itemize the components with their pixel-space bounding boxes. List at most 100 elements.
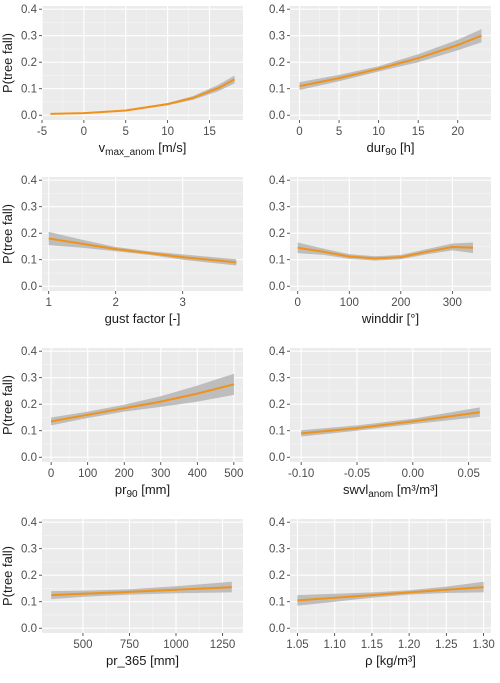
plot-panel-background	[42, 6, 243, 120]
chart-panel-8: 0.0 0.1 0.2 0.3 0.4 1.05 1.10 1.15 1.20 1.25 1.30 ρ…	[269, 517, 495, 668]
y-tick-label: 0.3	[269, 201, 285, 213]
y-tick-label: 0.3	[21, 372, 37, 384]
y-axis-title: P(tree fall)	[0, 546, 15, 606]
fitted-line	[51, 586, 232, 597]
x-axis-title: vmax_anom [m/s]	[99, 140, 187, 158]
y-tick-label: 0.2	[269, 57, 285, 69]
y-tick-label: 0.0	[21, 452, 37, 464]
x-axis-title: winddir [°]	[361, 311, 419, 326]
x-tick-label: 0	[296, 126, 302, 138]
y-tick-label: 0.1	[269, 426, 285, 438]
y-tick-label: 0.1	[269, 255, 285, 267]
x-tick-label: 5	[336, 126, 342, 138]
confidence-ribbon	[50, 75, 235, 115]
x-tick-label: 15	[203, 126, 216, 138]
y-tick-label: 0.0	[21, 110, 37, 122]
y-tick-label: 0.2	[269, 570, 285, 582]
x-tick-label: 100	[78, 468, 97, 480]
x-axis-title: swvlanom [m³/m³]	[343, 482, 438, 500]
x-tick-label: 1.15	[361, 639, 383, 651]
x-tick-label: 2	[112, 297, 118, 309]
x-tick-label: 200	[391, 297, 410, 309]
y-tick-label: 0.0	[269, 623, 285, 635]
y-tick-label: 0.2	[21, 570, 37, 582]
x-tick-label: 10	[372, 126, 385, 138]
y-tick-label: 0.4	[21, 517, 38, 529]
fitted-line	[297, 586, 484, 602]
chart-panel-1: 0.0 0.1 0.2 0.3 0.4 -5 0 5 10 15 vmax_anom [m/s] P(…	[0, 4, 243, 158]
plot-panel-background	[42, 177, 243, 291]
y-tick-label: 0.4	[21, 175, 38, 187]
confidence-ribbon	[299, 29, 482, 91]
x-tick-label: 300	[443, 297, 462, 309]
chart-panel-7: 0.0 0.1 0.2 0.3 0.4 500 750 1000 1250 pr_365 [mm]…	[0, 517, 243, 668]
x-tick-label: 0.00	[402, 468, 424, 480]
x-tick-label: 1.30	[472, 639, 494, 651]
y-axis-title: P(tree fall)	[0, 33, 15, 93]
plot-panel-background	[290, 177, 491, 291]
y-tick-label: 0.2	[21, 57, 37, 69]
x-tick-label: 0.05	[457, 468, 479, 480]
x-tick-label: 300	[151, 468, 170, 480]
x-tick-label: 750	[120, 639, 139, 651]
x-tick-label: 500	[224, 468, 243, 480]
y-tick-label: 0.4	[269, 517, 286, 529]
fitted-line	[301, 411, 480, 435]
y-tick-label: 0.0	[269, 452, 285, 464]
x-tick-label: 1	[45, 297, 51, 309]
fitted-line	[48, 237, 237, 264]
y-tick-label: 0.4	[269, 175, 286, 187]
x-axis-title: dur90 [h]	[367, 140, 415, 158]
y-tick-label: 0.2	[269, 399, 285, 411]
fitted-line	[50, 78, 236, 115]
x-tick-label: 1.10	[323, 639, 345, 651]
x-axis-title: pr_365 [mm]	[106, 653, 179, 668]
x-tick-label: -0.05	[344, 468, 370, 480]
x-tick-label: -0.10	[288, 468, 314, 480]
chart-panel-2: 0.0 0.1 0.2 0.3 0.4 0 5 10 15 20 dur90 [h]	[269, 4, 491, 158]
x-tick-label: 200	[115, 468, 134, 480]
x-tick-label: 10	[161, 126, 174, 138]
x-tick-label: 500	[73, 639, 92, 651]
fitted-line	[50, 383, 235, 423]
y-axis-title: P(tree fall)	[0, 375, 15, 435]
x-tick-label: 400	[188, 468, 207, 480]
x-tick-label: 1.20	[398, 639, 420, 651]
x-tick-label: 0	[295, 297, 301, 309]
y-tick-label: 0.1	[21, 597, 37, 609]
plot-panel-background	[290, 348, 491, 462]
y-tick-label: 0.3	[269, 30, 285, 42]
x-tick-label: 1.05	[286, 639, 308, 651]
y-tick-label: 0.0	[21, 281, 37, 293]
y-tick-label: 0.2	[269, 228, 285, 240]
x-tick-label: -5	[37, 126, 47, 138]
y-tick-label: 0.1	[21, 426, 37, 438]
y-tick-label: 0.1	[21, 255, 37, 267]
y-tick-label: 0.4	[21, 4, 38, 16]
x-tick-label: 1250	[210, 639, 236, 651]
y-tick-label: 0.0	[269, 281, 285, 293]
chart-panel-5: 0.0 0.1 0.2 0.3 0.4 0 100 200 300 400 500 pr90 [mm]…	[0, 346, 243, 500]
x-tick-label: 5	[123, 126, 129, 138]
y-tick-label: 0.1	[21, 84, 37, 96]
chart-panel-3: 0.0 0.1 0.2 0.3 0.4 1 2 3 gust factor [-] P(tree …	[0, 175, 243, 326]
y-tick-label: 0.3	[269, 372, 285, 384]
chart-panel-4: 0.0 0.1 0.2 0.3 0.4 0 100 200 300 winddir [°]	[269, 175, 491, 326]
chart-panel-6: 0.0 0.1 0.2 0.3 0.4 -0.10 -0.05 0.00 0.05 swvlano…	[269, 346, 491, 500]
y-tick-label: 0.3	[21, 201, 37, 213]
y-tick-label: 0.2	[21, 399, 37, 411]
y-tick-label: 0.4	[269, 4, 286, 16]
x-axis-title: pr90 [mm]	[115, 482, 170, 500]
y-tick-label: 0.0	[269, 110, 285, 122]
plot-panel-background	[42, 519, 243, 633]
y-tick-label: 0.1	[269, 84, 285, 96]
y-tick-label: 0.3	[21, 543, 37, 555]
x-axis-title: gust factor [-]	[105, 311, 181, 326]
y-tick-label: 0.3	[269, 543, 285, 555]
x-tick-label: 0	[81, 126, 87, 138]
x-tick-label: 20	[451, 126, 464, 138]
y-tick-label: 0.1	[269, 597, 285, 609]
y-tick-label: 0.4	[269, 346, 286, 358]
x-tick-label: 0	[48, 468, 54, 480]
